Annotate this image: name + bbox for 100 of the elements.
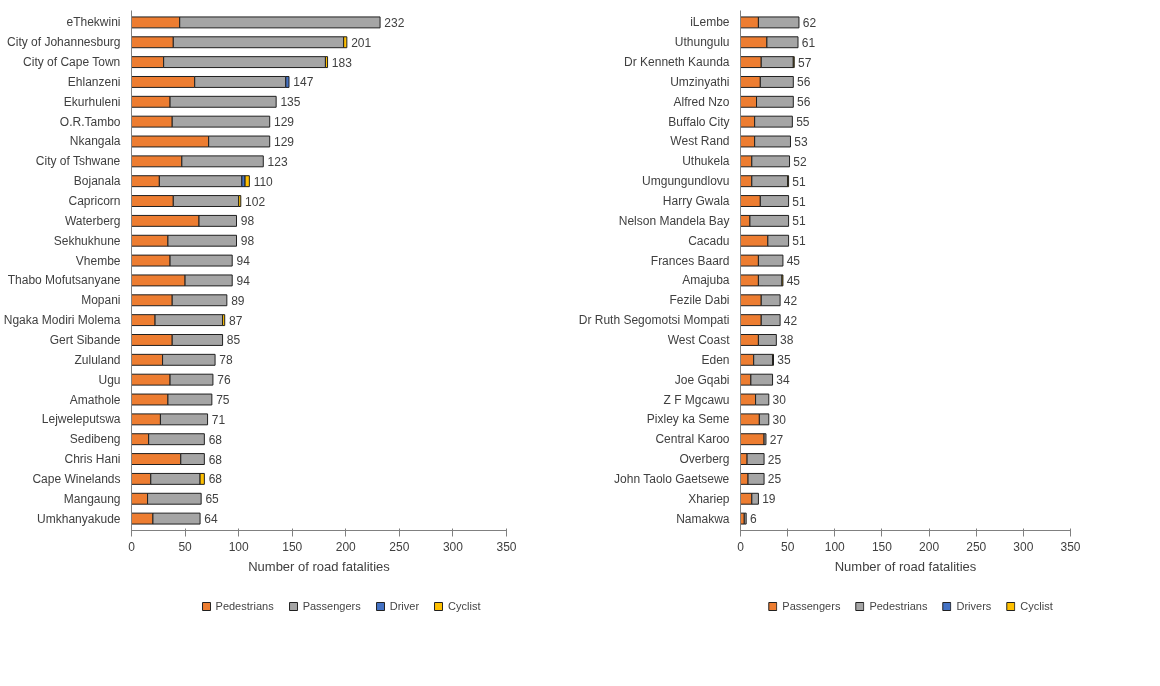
total-label: 57 xyxy=(798,55,812,70)
y-tick-label: Pixley ka Seme xyxy=(646,412,730,427)
y-tick-label: Buffalo City xyxy=(668,114,730,129)
x-tick-label: 50 xyxy=(178,539,193,554)
x-tick-label: 200 xyxy=(919,539,940,554)
total-label: 123 xyxy=(267,154,288,169)
y-tick-label: Overberg xyxy=(679,452,730,467)
total-label: 135 xyxy=(280,95,301,110)
total-label: 102 xyxy=(245,194,266,209)
x-tick-label: 150 xyxy=(282,539,303,554)
total-label: 68 xyxy=(208,472,223,487)
y-tick-label: Alfred Nzo xyxy=(673,94,730,109)
total-label: 51 xyxy=(792,234,807,249)
y-tick-label: West Coast xyxy=(667,332,731,347)
legend-label: Driver xyxy=(389,600,420,612)
total-label: 6 xyxy=(749,512,757,527)
y-tick-label: Joe Gqabi xyxy=(674,372,730,387)
x-tick-label: 50 xyxy=(780,539,795,554)
total-label: 56 xyxy=(797,75,811,90)
x-tick-label: 350 xyxy=(496,539,517,554)
y-tick-label: Sedibeng xyxy=(69,432,121,447)
y-tick-label: Uthungulu xyxy=(674,35,730,50)
total-label: 129 xyxy=(274,115,295,130)
y-tick-label: Dr Kenneth Kaunda xyxy=(624,55,730,70)
y-tick-label: Z F Mgcawu xyxy=(663,392,730,407)
y-tick-label: Cape Winelands xyxy=(32,471,121,486)
legend-label: Passengers xyxy=(302,600,361,612)
x-tick-label: 350 xyxy=(1060,539,1081,554)
y-tick-label: Central Karoo xyxy=(655,432,730,447)
total-label: 85 xyxy=(226,333,241,348)
total-label: 94 xyxy=(236,254,251,269)
total-label: 94 xyxy=(236,273,251,288)
legend-label: Pedestrians xyxy=(215,600,274,612)
y-tick-label: Bojanala xyxy=(73,174,121,189)
x-tick-label: 0 xyxy=(128,539,136,554)
y-tick-label: Ekurhuleni xyxy=(63,94,121,109)
y-tick-label: Zululand xyxy=(74,352,121,367)
x-tick-label: 250 xyxy=(966,539,987,554)
y-tick-label: Ngaka Modiri Molema xyxy=(3,313,121,328)
legend-label: Cyclist xyxy=(448,600,481,612)
total-label: 89 xyxy=(231,293,245,308)
y-tick-label: Capricorn xyxy=(68,194,121,209)
x-tick-label: 0 xyxy=(737,539,745,554)
total-label: 38 xyxy=(780,333,794,348)
x-axis-title: Number of road fatalities xyxy=(248,558,391,574)
y-tick-label: Ehlanzeni xyxy=(67,74,121,89)
total-label: 68 xyxy=(208,432,223,447)
total-label: 76 xyxy=(217,373,231,388)
y-tick-label: Harry Gwala xyxy=(662,194,730,209)
total-label: 78 xyxy=(219,353,234,368)
total-label: 42 xyxy=(783,293,798,308)
y-tick-label: Vhembe xyxy=(75,253,121,268)
legend-label: Passengers xyxy=(782,600,841,612)
total-label: 56 xyxy=(797,95,811,110)
total-label: 129 xyxy=(274,134,295,149)
total-label: 27 xyxy=(769,432,784,447)
total-label: 98 xyxy=(240,214,255,229)
y-tick-label: Nkangala xyxy=(69,134,121,149)
total-label: 71 xyxy=(211,412,226,427)
y-tick-label: iLembe xyxy=(690,15,730,30)
total-label: 61 xyxy=(801,35,816,50)
total-label: 25 xyxy=(767,452,782,467)
y-tick-label: Amajuba xyxy=(682,273,730,288)
total-label: 75 xyxy=(216,393,230,408)
y-tick-label: O.R.Tambo xyxy=(59,114,121,129)
total-label: 34 xyxy=(776,373,790,388)
y-tick-label: Mopani xyxy=(81,293,121,308)
x-tick-label: 150 xyxy=(871,539,893,554)
y-tick-label: Frances Baard xyxy=(650,253,730,268)
total-label: 51 xyxy=(792,214,807,229)
y-tick-label: Xhariep xyxy=(688,491,730,506)
legend-label: Cyclist xyxy=(1020,600,1053,612)
y-tick-label: Ugu xyxy=(98,372,121,387)
y-tick-label: Mangaung xyxy=(63,491,121,506)
y-tick-label: West Rand xyxy=(670,134,730,149)
y-tick-label: City of Johannesburg xyxy=(7,35,121,50)
total-label: 110 xyxy=(253,174,274,189)
y-tick-label: Umgungundlovu xyxy=(642,174,730,189)
y-tick-label: Amathole xyxy=(69,392,121,407)
total-label: 45 xyxy=(786,273,801,288)
bar xyxy=(244,175,250,188)
y-tick-label: City of Cape Town xyxy=(23,55,121,70)
bar xyxy=(740,433,765,446)
total-label: 52 xyxy=(793,154,807,169)
total-label: 87 xyxy=(229,313,243,328)
y-tick-label: Eden xyxy=(701,352,730,367)
total-label: 62 xyxy=(802,15,817,30)
y-tick-label: Cacadu xyxy=(688,233,730,248)
y-tick-label: City of Tshwane xyxy=(35,154,121,169)
y-tick-label: Umkhanyakude xyxy=(37,511,121,526)
total-label: 53 xyxy=(794,134,808,149)
y-tick-label: Dr Ruth Segomotsi Mompati xyxy=(578,313,730,328)
total-label: 55 xyxy=(796,115,810,130)
y-tick-label: Nelson Mandela Bay xyxy=(618,213,730,228)
total-label: 25 xyxy=(767,472,782,487)
total-label: 65 xyxy=(205,492,220,507)
x-tick-label: 100 xyxy=(824,539,846,554)
x-tick-label: 250 xyxy=(389,539,410,554)
y-tick-label: Sekhukhune xyxy=(53,233,121,248)
y-tick-label: Gert Sibande xyxy=(49,332,121,347)
